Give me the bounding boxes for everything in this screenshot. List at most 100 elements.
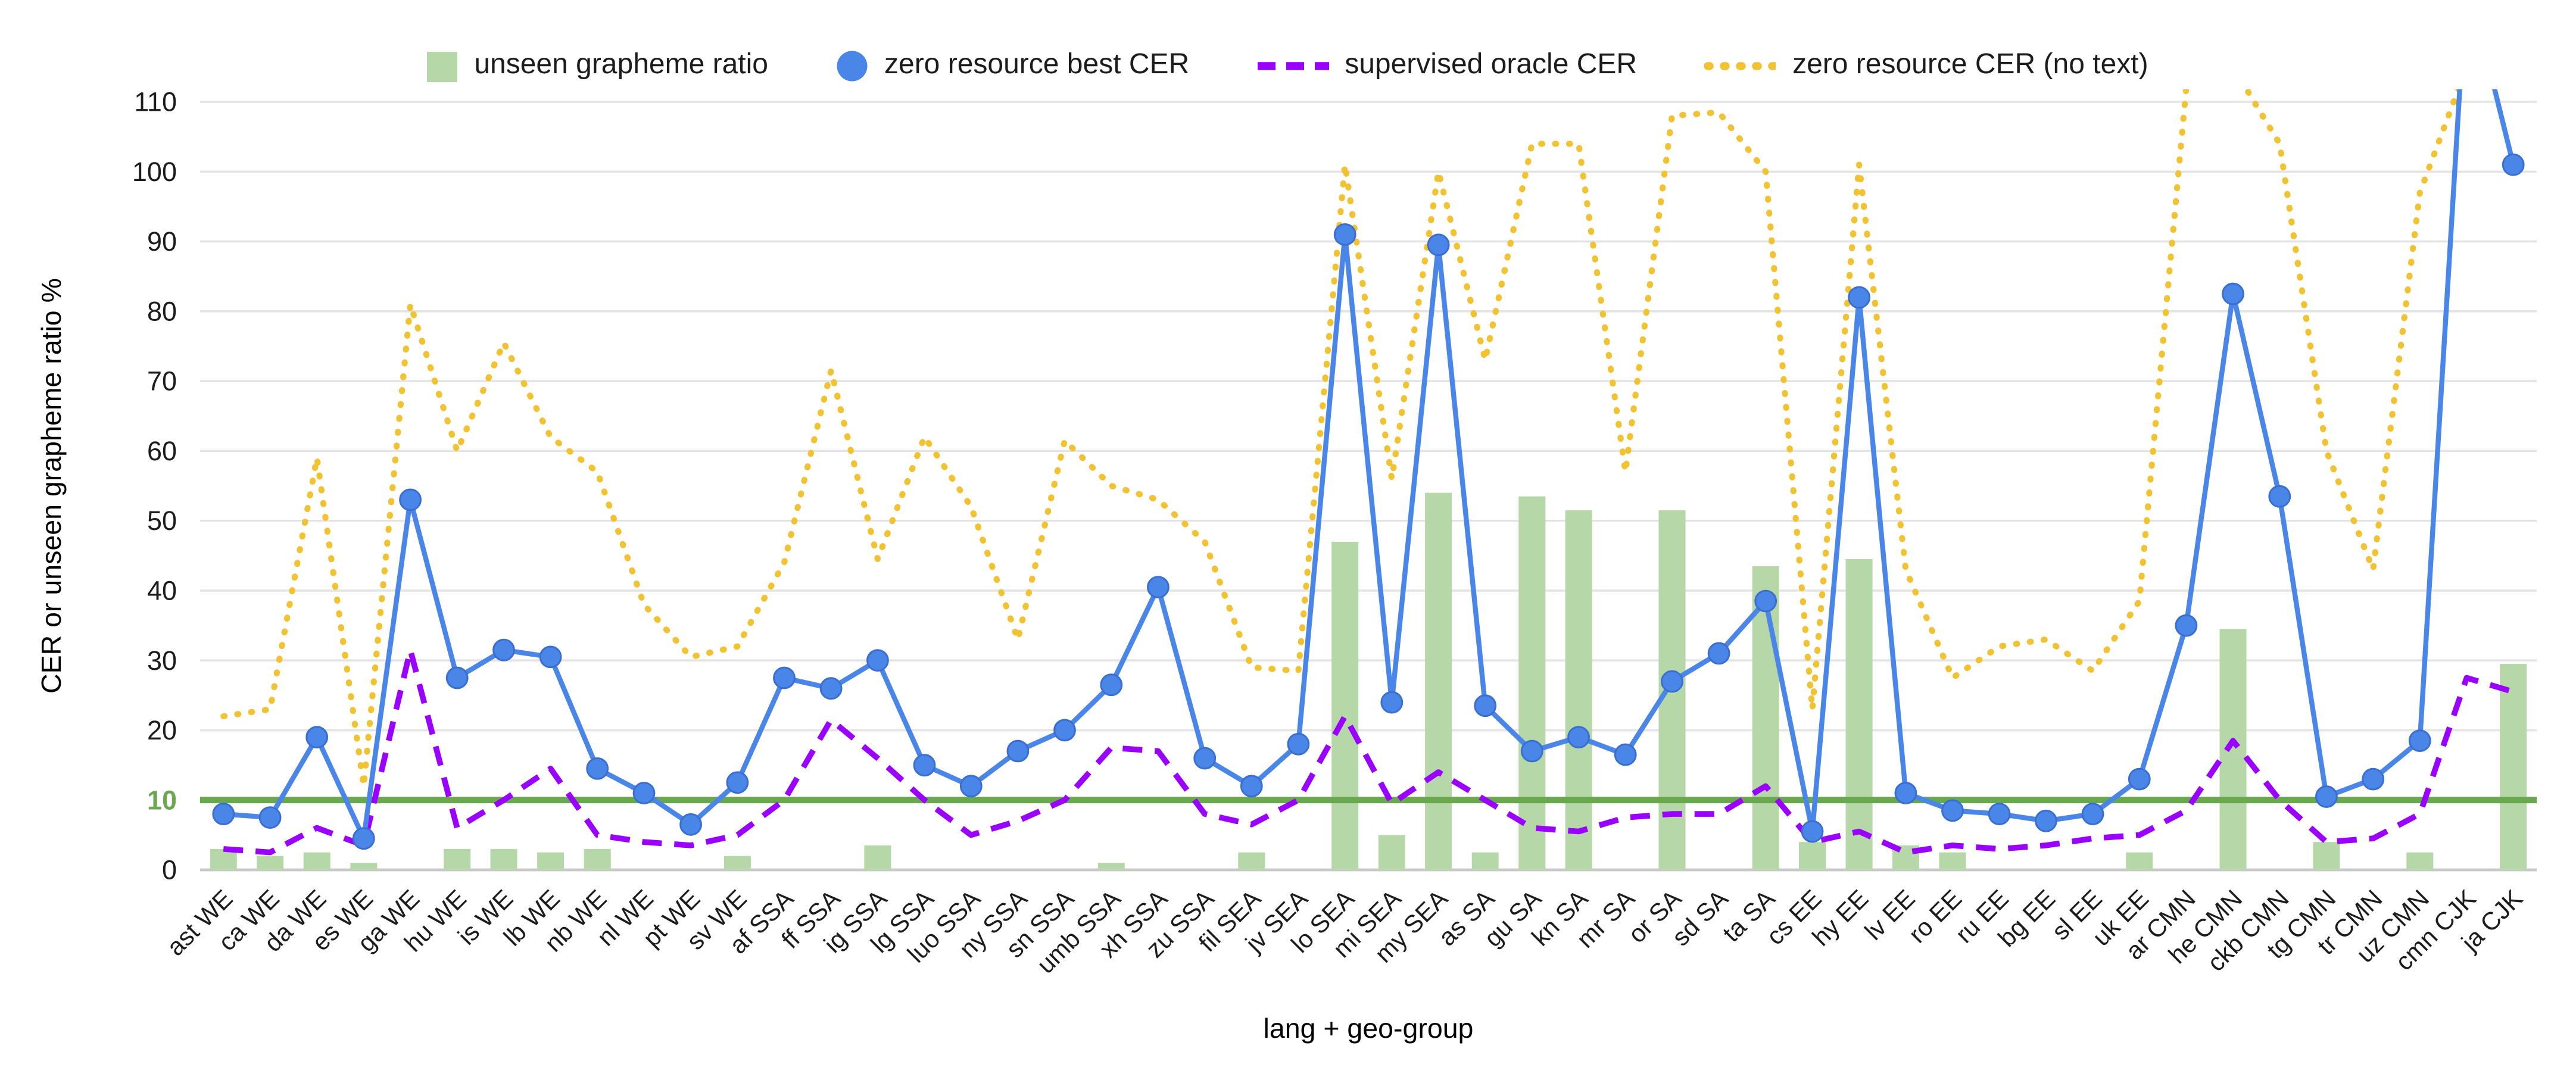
data-point-ff-SSA <box>819 677 843 700</box>
bar-ig-SSA <box>864 845 891 870</box>
bar-uz-CMN <box>2406 852 2434 870</box>
data-point-jv-SEA <box>1287 732 1310 756</box>
y-tick-label-30: 30 <box>147 645 177 676</box>
data-point-ta-SA <box>1754 589 1777 613</box>
data-point-uk-EE <box>2128 767 2151 791</box>
data-point-or-SA <box>1661 670 1683 693</box>
y-tick-label-70: 70 <box>147 366 177 397</box>
data-point-lg-SSA <box>913 754 936 777</box>
data-point-fil-SEA <box>1240 775 1263 798</box>
data-point-mi-SEA <box>1380 691 1404 714</box>
dashed-line-swatch-icon <box>1257 62 1329 70</box>
supervised-oracle-cer-line <box>223 647 2515 856</box>
data-point-tr-CMN <box>2362 767 2385 791</box>
bar-ca-WE <box>257 856 284 870</box>
data-point-hy-EE <box>1848 286 1870 309</box>
y-tick-label-100: 100 <box>132 157 177 187</box>
y-axis-title: CER or unseen grapheme ratio % <box>38 278 68 694</box>
bar-ja-CJK <box>2500 664 2527 870</box>
legend-label-zero-resource-best-cer: zero resource best CER <box>884 50 1190 80</box>
bar-as-SA <box>1471 852 1499 870</box>
bar-kn-SA <box>1565 510 1592 870</box>
data-point-zu-SSA <box>1193 747 1217 770</box>
zero-resource-cer-no-text-line <box>220 89 2516 789</box>
bar-he-CMN <box>2219 629 2247 870</box>
legend-label-unseen-grapheme-ratio: unseen grapheme ratio <box>474 50 768 80</box>
y-tick-label-60: 60 <box>147 436 177 466</box>
data-point-is-WE <box>492 638 515 661</box>
y-tick-label-0: 0 <box>162 855 177 885</box>
bar-lb-WE <box>537 852 565 870</box>
data-point-umb-SSA <box>1100 673 1123 697</box>
y-tick-label-80: 80 <box>147 296 177 326</box>
x-axis-title: lang + geo-group <box>1263 1015 1474 1045</box>
bar-umb-SSA <box>1097 863 1125 870</box>
circle-swatch-dot <box>837 51 868 82</box>
data-point-ar-CMN <box>2175 614 2198 637</box>
data-point-lb-WE <box>539 645 562 669</box>
bar-da-WE <box>303 852 330 870</box>
legend-item-zero-resource-cer-no-text: zero resource CER (no text) <box>1705 50 2148 82</box>
data-point-kn-SA <box>1567 726 1590 749</box>
data-point-mr-SA <box>1614 743 1637 766</box>
legend-label-supervised-oracle-cer: supervised oracle CER <box>1345 50 1638 80</box>
bar-mi-SEA <box>1378 835 1405 870</box>
bars-group <box>210 492 2527 870</box>
data-point-ca-WE <box>258 806 282 829</box>
data-point-as-SA <box>1474 694 1497 717</box>
data-point-ny-SSA <box>1006 739 1030 763</box>
bar-uk-EE <box>2126 852 2153 870</box>
data-point-bg-EE <box>2035 809 2057 832</box>
bar-my-SEA <box>1425 492 1452 870</box>
zero-resource-best-cer-line <box>223 89 2516 841</box>
bar-lo-SEA <box>1331 541 1359 870</box>
bar-swatch-icon <box>428 51 459 82</box>
data-point-af-SSA <box>773 666 796 689</box>
data-point-sd-SA <box>1707 642 1730 665</box>
data-point-tg-CMN <box>2315 785 2338 808</box>
data-point-ru-EE <box>1988 803 2011 826</box>
y-tick-label-90: 90 <box>147 226 177 257</box>
legend-item-supervised-oracle-cer: supervised oracle CER <box>1257 50 1637 82</box>
line-series-group <box>212 89 2525 856</box>
data-point-ro-EE <box>1941 799 1964 822</box>
data-point-ja-CJK <box>2502 153 2525 176</box>
bar-hu-WE <box>444 848 471 870</box>
data-point-uz-CMN <box>2408 729 2431 753</box>
circle-swatch-icon <box>837 51 868 82</box>
data-point-ckb-CMN <box>2268 485 2291 508</box>
bar-es-WE <box>350 863 378 870</box>
data-point-ig-SSA <box>866 649 889 672</box>
bar-gu-SA <box>1518 496 1546 870</box>
data-point-ga-WE <box>399 488 422 511</box>
y-tick-label-110: 110 <box>134 87 177 117</box>
data-point-sv-WE <box>726 771 749 794</box>
y-tick-label-50: 50 <box>147 505 177 536</box>
data-point-es-WE <box>352 827 375 850</box>
data-point-gu-SA <box>1520 739 1543 763</box>
data-point-nb-WE <box>586 757 609 780</box>
data-point-cs-EE <box>1801 820 1824 843</box>
bar-swatch-rect <box>428 51 459 82</box>
data-point-luo-SSA <box>959 775 983 798</box>
bar-cs-EE <box>1799 842 1826 870</box>
data-point-pt-WE <box>679 813 703 836</box>
bar-tg-CMN <box>2313 842 2340 870</box>
data-point-xh-SSA <box>1147 576 1170 599</box>
bar-ta-SA <box>1752 566 1779 870</box>
bar-ro-EE <box>1939 852 1966 870</box>
data-point-my-SEA <box>1427 233 1450 257</box>
data-point-hu-WE <box>445 666 469 689</box>
data-point-ast-WE <box>212 803 235 826</box>
data-point-sn-SSA <box>1053 719 1076 742</box>
bar-sv-WE <box>723 856 751 870</box>
legend-item-unseen-grapheme-ratio: unseen grapheme ratio <box>428 50 768 82</box>
legend-label-zero-resource-cer-no-text: zero resource CER (no text) <box>1792 50 2148 80</box>
bar-is-WE <box>490 848 517 870</box>
bar-nb-WE <box>584 848 611 870</box>
bar-fil-SEA <box>1238 852 1265 870</box>
data-point-lv-EE <box>1894 782 1917 804</box>
data-point-sl-EE <box>2081 803 2104 826</box>
y-tick-label-20: 20 <box>147 715 177 745</box>
